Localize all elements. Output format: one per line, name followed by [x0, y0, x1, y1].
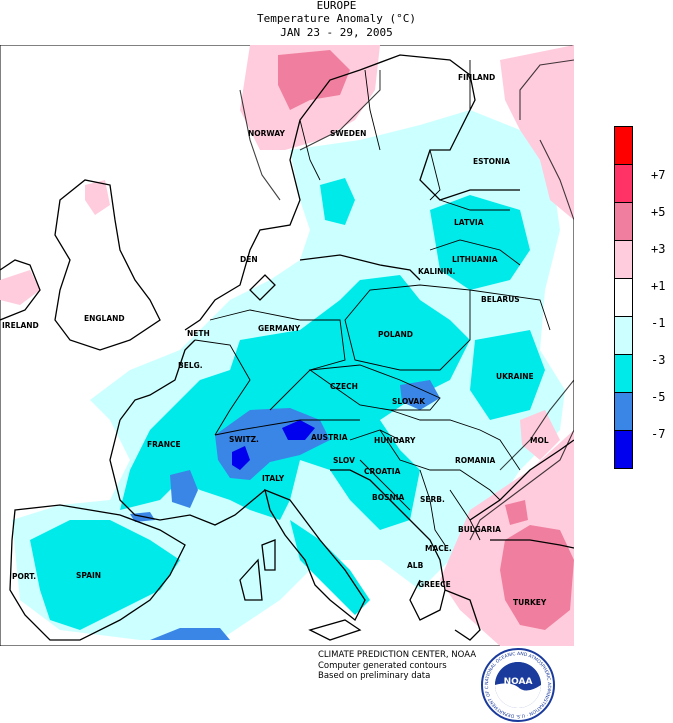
label-austria: AUSTRIA	[311, 433, 348, 442]
label-norway: NORWAY	[248, 129, 285, 138]
label-bosnia: BOSNIA	[372, 493, 405, 502]
label-serbia: SERB.	[420, 495, 445, 504]
label-spain: SPAIN	[76, 571, 101, 580]
label-finland: FINLAND	[458, 73, 495, 82]
map-dates: JAN 23 - 29, 2005	[280, 26, 393, 39]
map-title: Temperature Anomaly (°C)	[257, 12, 416, 25]
credit-line-2: Computer generated contours	[318, 660, 447, 671]
national-borders	[194, 60, 551, 546]
label-greece: GREECE	[418, 580, 451, 589]
coastlines	[0, 54, 574, 641]
country-labels: FINLAND NORWAY SWEDEN ESTONIA LATVIA LIT…	[2, 73, 549, 607]
legend-label: +3	[651, 242, 666, 256]
label-belarus: BELARUS	[481, 295, 520, 304]
credits: CLIMATE PREDICTION CENTER, NOAA Computer…	[318, 650, 476, 682]
legend-swatch	[614, 164, 633, 202]
label-slovakia: SLOVAK	[392, 397, 426, 406]
label-romania: ROMANIA	[455, 456, 495, 465]
label-macedonia: MACE.	[425, 544, 452, 553]
legend-swatch	[614, 430, 633, 469]
legend-swatch	[614, 354, 633, 392]
logo-label: NOAA	[504, 677, 533, 687]
label-netherlands: NETH	[187, 329, 210, 338]
anomaly-region-plus1-scotland	[85, 180, 110, 215]
anomaly-region-plus3-bulgaria	[505, 500, 528, 525]
legend-label: -3	[651, 353, 666, 367]
label-italy: ITALY	[262, 474, 285, 483]
label-ireland: IRELAND	[2, 321, 39, 330]
label-germany: GERMANY	[258, 324, 301, 333]
anomaly-region-minus5-south	[150, 628, 230, 640]
label-denmark: DEN	[240, 255, 258, 264]
anomaly-region-plus1-moldova	[520, 410, 560, 460]
anomaly-region-minus3-central	[120, 275, 470, 530]
label-belgium: BELG.	[178, 361, 203, 370]
label-slovenia: SLOV	[333, 456, 355, 465]
legend-label: -7	[651, 427, 666, 441]
label-poland: POLAND	[378, 330, 413, 339]
label-croatia: CROATIA	[364, 467, 401, 476]
anomaly-region-minus5-slovakia	[400, 380, 440, 410]
contour-lines	[239, 59, 574, 541]
anomaly-region-plus1-northeast	[500, 45, 574, 220]
map-region-title: EUROPE	[316, 0, 357, 12]
label-sweden: SWEDEN	[330, 129, 366, 138]
legend-label: +1	[651, 279, 666, 293]
label-kalinin: KALININ.	[418, 267, 456, 276]
anomaly-region-plus3-norway	[278, 50, 350, 110]
credit-line-1: CLIMATE PREDICTION CENTER, NOAA	[318, 650, 477, 660]
anomaly-region-minus7-switz	[232, 446, 250, 470]
label-ukraine: UKRAINE	[496, 372, 534, 381]
label-bulgaria: BULGARIA	[458, 525, 501, 534]
label-lithuania: LITHUANIA	[452, 255, 498, 264]
anomaly-region-minus3-baltic	[430, 195, 530, 290]
label-hungary: HUNGARY	[374, 436, 416, 445]
label-turkey: TURKEY	[513, 598, 547, 607]
label-england: ENGLAND	[84, 314, 125, 323]
legend-label: -1	[651, 316, 666, 330]
label-czech: CZECH	[330, 382, 358, 391]
legend-swatch	[614, 240, 633, 278]
color-legend	[614, 126, 633, 469]
anomaly-region-minus3-italy	[290, 520, 370, 615]
label-france: FRANCE	[147, 440, 181, 449]
anomaly-region-minus7-alps	[282, 420, 315, 440]
anomaly-region-plus3-turkey	[500, 525, 574, 630]
label-portugal: PORT.	[12, 572, 36, 581]
anomaly-region-minus3-sweden	[320, 178, 355, 225]
legend-swatch	[614, 278, 633, 316]
legend-swatch	[614, 126, 633, 164]
anomaly-region-plus1-ireland	[0, 270, 40, 305]
label-switzerland: SWITZ.	[229, 435, 259, 444]
label-moldova: MOL	[530, 436, 549, 445]
label-latvia: LATVIA	[454, 218, 484, 227]
anomaly-region-minus3-ukraine	[470, 330, 545, 420]
legend-label: +7	[651, 168, 666, 182]
legend-label: +5	[651, 205, 666, 219]
legend-swatch	[614, 202, 633, 240]
label-estonia: ESTONIA	[473, 157, 510, 166]
legend-label: -5	[651, 390, 666, 404]
legend-swatch	[614, 392, 633, 430]
noaa-logo: NATIONAL OCEANIC AND ATMOSPHERIC ADMINIS…	[480, 647, 555, 722]
europe-anomaly-map: FINLAND NORWAY SWEDEN ESTONIA LATVIA LIT…	[0, 45, 574, 646]
legend-swatch	[614, 316, 633, 354]
credit-line-3: Based on preliminary data	[318, 671, 431, 681]
label-albania: ALB	[407, 561, 424, 570]
anomaly-region-minus3-spain	[30, 520, 180, 630]
anomaly-region-minus5-france	[170, 470, 198, 508]
